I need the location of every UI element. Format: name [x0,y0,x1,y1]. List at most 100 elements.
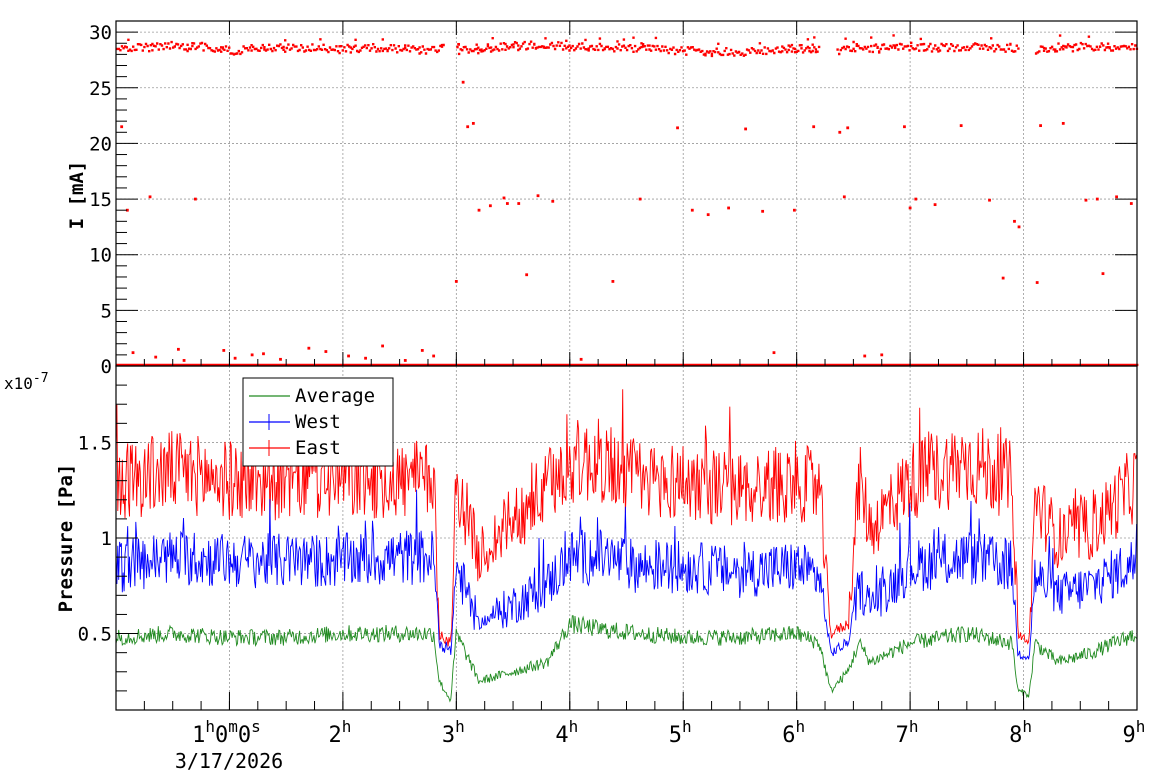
current-outlier-point [1013,219,1016,223]
bottom-y-tick-label: 1 [101,528,112,550]
x-tick-label-superscript: h [795,717,805,736]
current-outlier-point [1101,272,1105,276]
pressure-series-lines [115,389,1138,703]
bottom-panel-ticks: 1h0m0s 2h 3h 4h 5h 6h 7h 8h 9h0.511.5 [78,384,1146,748]
bottom-y-tick-label: 0.5 [78,624,112,646]
pressure-line-west [115,489,1138,661]
top-y-tick-label: 10 [89,245,112,267]
current-scatter-points [116,34,1139,367]
current-outlier-point [454,280,458,283]
x-tick-label-digit: 3 [442,723,455,748]
current-outlier-point [502,196,506,200]
current-outlier-point [903,125,906,129]
current-outlier-point [988,198,991,202]
x-tick-label-sec-sup: s [251,717,261,736]
x-tick-label-superscript: h [205,717,215,736]
x-tick-label: 2h [328,717,351,748]
current-outlier-point [381,344,384,348]
current-outlier-point [176,347,180,351]
current-outlier-point [551,199,555,203]
current-outlier-point [488,204,492,208]
top-y-tick-label: 0 [101,356,112,378]
x-tick-label-digit: 8 [1009,723,1022,748]
current-outlier-point [1095,197,1099,201]
current-outlier-point [772,351,776,355]
x-tick-label: 8h [1009,717,1032,748]
current-outlier-point [838,130,842,134]
current-outlier-point [154,355,158,359]
current-outlier-point [457,42,461,46]
current-outlier-point [466,125,470,129]
x-tick-label: 9h [1123,717,1146,748]
top-y-tick-label: 20 [89,133,112,155]
current-outlier-point [846,126,850,130]
current-outlier-point [432,354,436,358]
current-outlier-point [959,124,963,128]
x-tick-label-digit: 6 [782,723,795,748]
top-y-tick-label: 30 [89,22,112,44]
current-outlier-point [307,346,311,350]
top-y-tick-label: 15 [89,189,112,211]
x-tick-label-digit: 2 [328,723,341,748]
x-tick-label-min: 0 [215,723,228,748]
current-outlier-point [638,197,642,201]
current-outlier-point [1017,225,1021,229]
current-outlier-point [1084,198,1088,202]
current-outlier-point [233,356,237,360]
x-tick-label: 5h [669,717,692,748]
top-y-tick-label: 5 [101,300,112,322]
current-outlier-point [880,353,884,357]
current-outlier-point [914,197,918,201]
current-outlier-point [1035,281,1039,284]
current-outlier-point [125,208,129,212]
current-outlier-point [347,354,350,358]
current-outlier-point [262,352,265,356]
x-tick-label-superscript: h [1022,717,1032,736]
current-outlier-point [863,354,867,358]
current-outlier-point [812,125,816,129]
current-outlier-point [250,353,254,357]
current-outlier-point [477,208,481,212]
current-outlier-point [1061,121,1065,125]
current-outlier-point [120,125,124,129]
top-y-axis-label: I [mA] [66,161,88,230]
current-outlier-point [279,357,282,361]
current-outlier-point [761,209,765,213]
x-tick-label-superscript: h [455,717,465,736]
x-tick-label: 7h [896,717,919,748]
pressure-line-east [115,389,1138,647]
x-tick-label-digit: 5 [669,723,682,748]
current-outlier-point [908,206,912,210]
x-tick-label: 1h0m0s [192,717,261,748]
current-outlier-point [933,203,937,207]
current-outlier-point [131,351,135,355]
current-outlier-point [842,195,846,199]
bottom-y-axis-label: Pressure [Pa] [55,464,77,613]
current-outlier-point [1115,195,1118,199]
current-outlier-point [364,356,367,360]
current-outlier-point [706,213,710,217]
x-tick-label-sec: 0 [238,723,251,748]
top-y-tick-label: 25 [89,78,112,100]
current-outlier-point [471,121,475,125]
current-outlier-point [727,206,730,210]
x-tick-label-superscript: h [342,717,352,736]
x-tick-label-superscript: h [909,717,919,736]
legend: Average West East [242,377,394,467]
current-outlier-point [461,80,465,84]
legend-label: Average [295,385,375,407]
current-points-cluster [1034,34,1139,55]
x-tick-label-digit: 4 [555,723,568,748]
top-panel-frame [115,20,1138,367]
current-outlier-point [579,357,583,361]
current-outlier-point [222,349,226,352]
current-points-cluster [456,36,821,58]
current-outlier-point [536,194,540,198]
x-tick-label-superscript: h [682,717,692,736]
current-outlier-point [403,359,407,362]
x-tick-label-digit: 1 [192,723,205,748]
current-outlier-point [1001,276,1005,280]
current-outlier-point [194,197,197,201]
y-multiplier-exponent: -7 [33,371,49,386]
